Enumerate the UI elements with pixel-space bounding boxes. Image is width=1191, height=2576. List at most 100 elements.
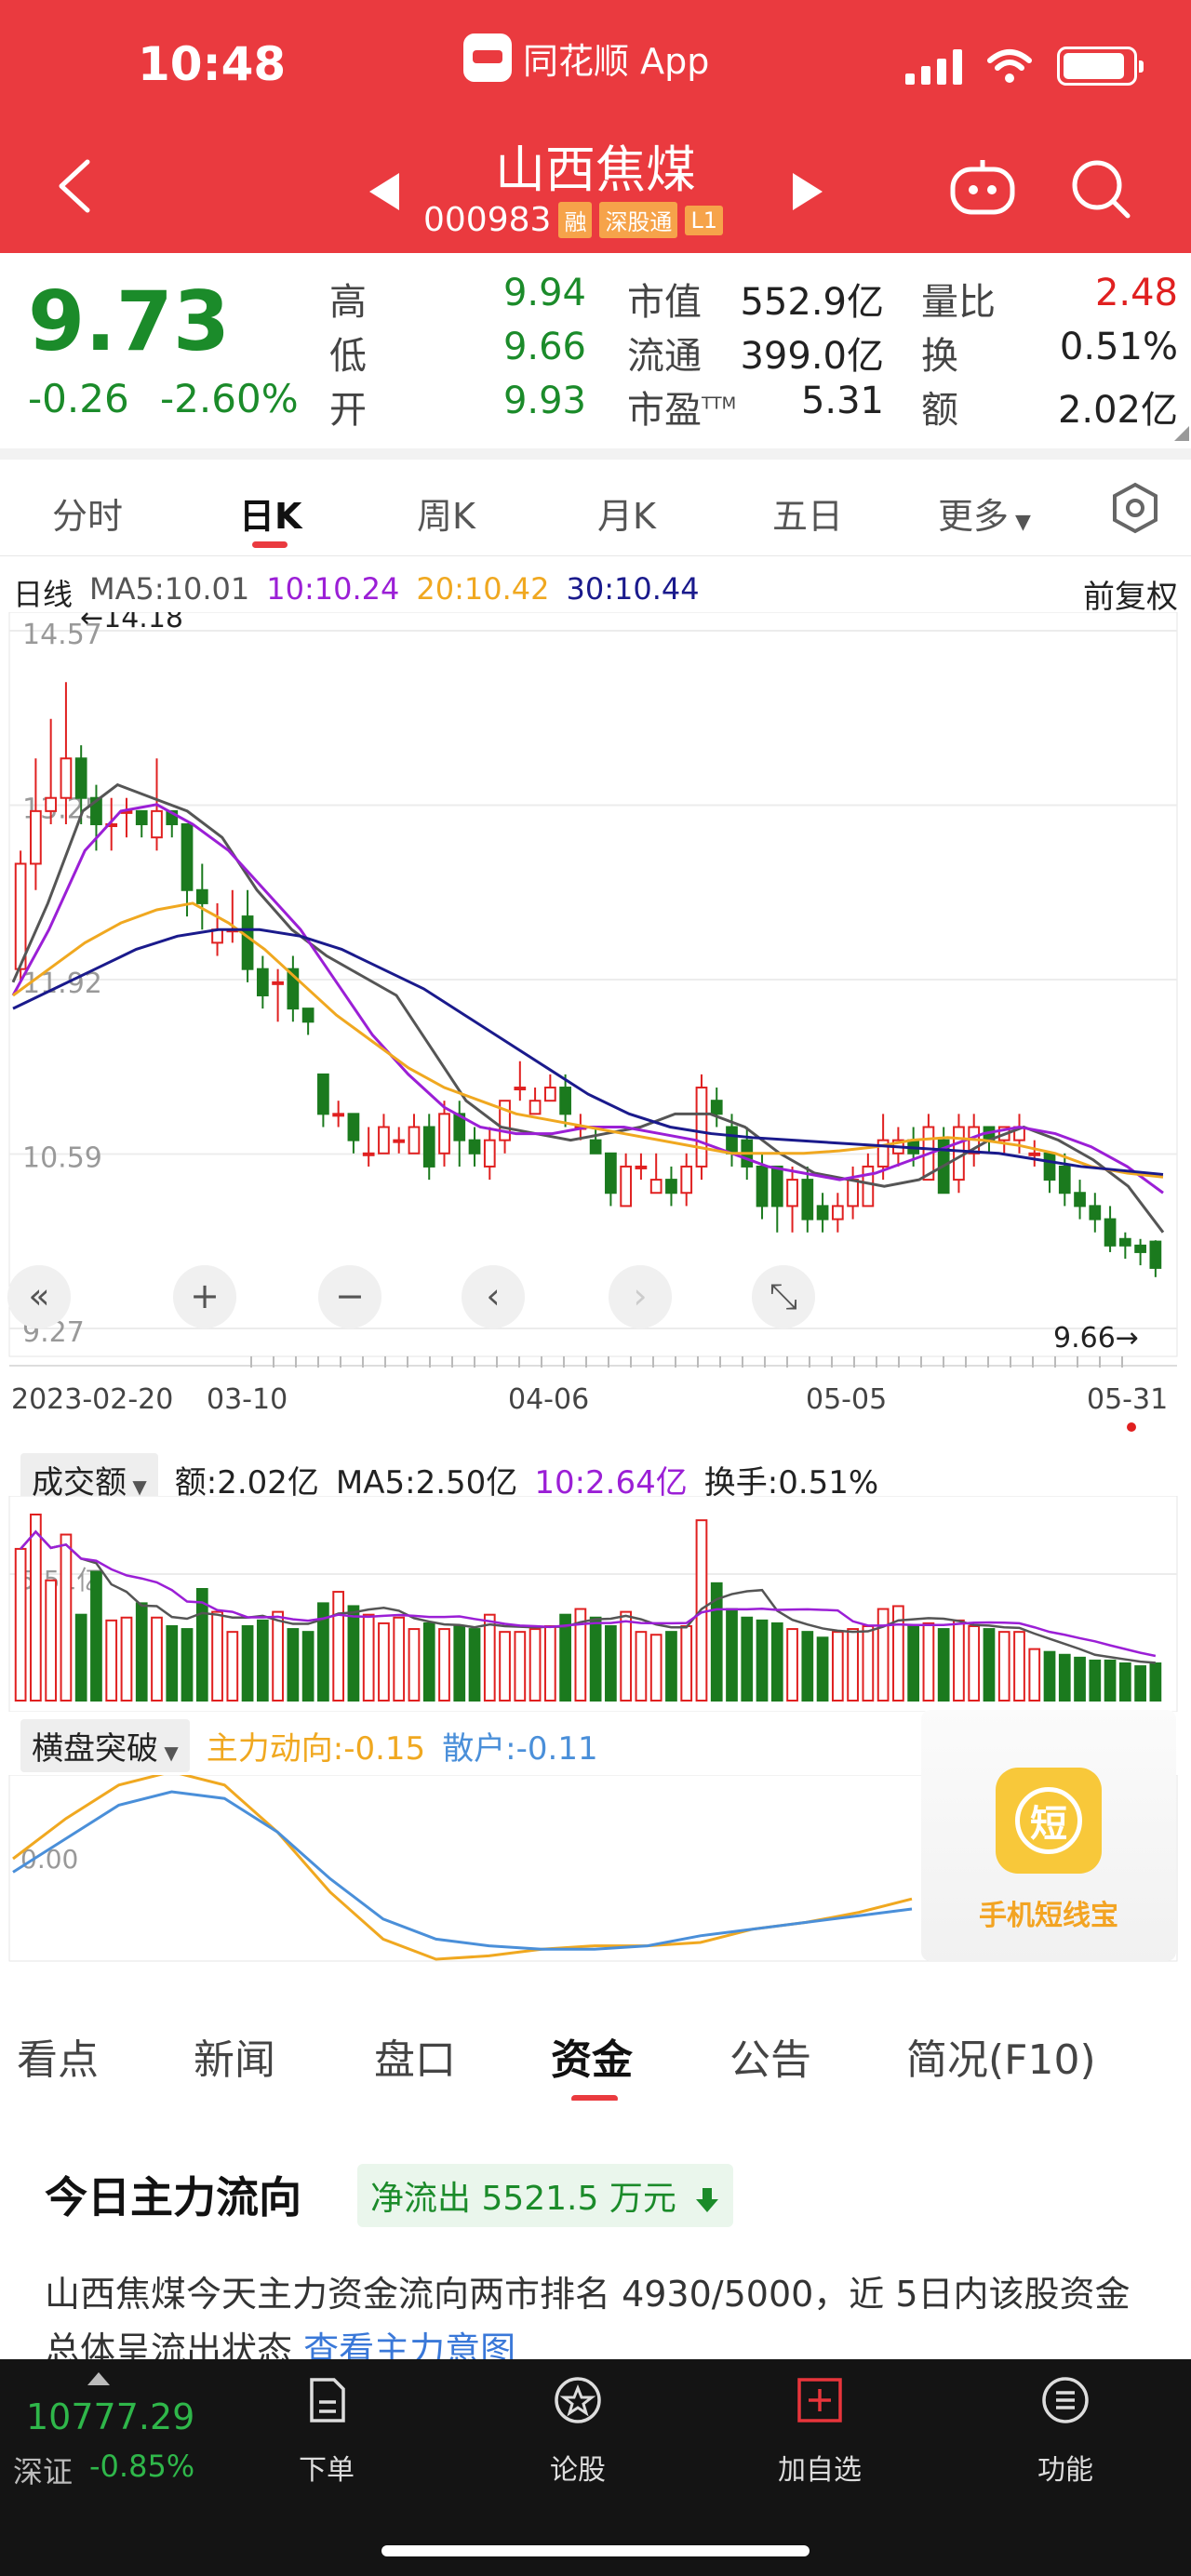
tab-highlights[interactable]: 看点	[17, 2036, 99, 2084]
flow-title: 今日主力流向	[45, 2172, 301, 2222]
volume-bar	[468, 1628, 481, 1702]
volume-header: 成交额 ▼ 额:2.02亿 MA5:2.50亿 10:2.64亿 换手:0.51…	[20, 1453, 878, 1506]
candle-body	[347, 1113, 360, 1141]
nav-add-watchlist[interactable]: 加自选	[759, 2374, 880, 2488]
y-tick-label: 10.59	[22, 1142, 102, 1175]
control-circle	[462, 1265, 525, 1328]
battery-icon	[1057, 47, 1144, 86]
volume-bar	[635, 1631, 648, 1702]
volume-bar	[726, 1608, 738, 1702]
tab-monthly-k[interactable]: 月K	[597, 496, 656, 537]
chart-control-button[interactable]: ›	[609, 1265, 672, 1328]
nav-discuss[interactable]: 论股	[517, 2374, 638, 2488]
candle-body	[468, 1139, 481, 1155]
flow-badge: 净流出 5521.5 万元	[357, 2164, 734, 2227]
control-circle	[609, 1265, 672, 1328]
ma5-line	[11, 782, 1165, 1234]
volume-bar	[105, 1619, 118, 1702]
signal-icon	[905, 47, 962, 85]
home-indicator[interactable]	[381, 2545, 810, 2556]
nav-order[interactable]: 下单	[266, 2374, 387, 2488]
status-icons	[905, 47, 1144, 86]
volume-bar	[393, 1616, 406, 1702]
info-tabs: 看点 新闻 盘口 资金 公告 简况(F10)	[0, 1980, 1191, 2102]
volume-bar	[741, 1616, 754, 1702]
volume-bar	[1118, 1662, 1131, 1702]
chart-settings-icon[interactable]	[1109, 482, 1161, 534]
chart-control-button[interactable]: +	[173, 1265, 236, 1328]
volume-bar	[997, 1631, 1010, 1702]
stock-code: 000983	[423, 201, 552, 239]
candle-body	[483, 1139, 496, 1168]
tab-five-day[interactable]: 五日	[772, 496, 844, 537]
candle-body	[770, 1165, 783, 1208]
back-icon[interactable]	[54, 158, 95, 214]
volume-bar	[514, 1631, 527, 1702]
tab-order-book[interactable]: 盘口	[374, 2036, 456, 2084]
next-stock-icon[interactable]	[793, 173, 823, 210]
chart-control-button[interactable]: «	[7, 1265, 71, 1328]
indicator-selector[interactable]: 横盘突破 ▼	[20, 1719, 190, 1772]
volume-bar	[680, 1625, 693, 1702]
tab-announcements[interactable]: 公告	[729, 2036, 811, 2084]
prev-stock-icon[interactable]	[369, 173, 399, 210]
candle-body	[543, 1087, 556, 1102]
candle-body	[695, 1087, 708, 1168]
tab-more[interactable]: 更多 ▼	[938, 496, 1031, 537]
volume-bar	[1104, 1659, 1117, 1702]
tab-news[interactable]: 新闻	[194, 2036, 275, 2084]
short-line-promo[interactable]: 短 手机短线宝	[921, 1710, 1176, 1961]
candle-body	[438, 1113, 450, 1155]
x-tick-label: 04-06	[508, 1383, 589, 1416]
volume-bar	[620, 1610, 633, 1702]
volume-chart[interactable]: 5.51亿	[0, 1496, 1191, 1712]
index-value[interactable]: 10777.29	[26, 2396, 195, 2437]
expand-corner-icon[interactable]	[1174, 426, 1189, 441]
ma20-line	[12, 901, 1164, 1179]
tab-intraday[interactable]: 分时	[52, 496, 124, 537]
indicator-header: 横盘突破 ▼ 主力动向:-0.15 散户:-0.11	[20, 1719, 598, 1772]
high-marker-label: ←14.18	[80, 612, 183, 634]
volume-bar	[892, 1605, 904, 1702]
candle-body	[362, 1152, 375, 1156]
x-tick-label: 2023-02-20	[11, 1383, 173, 1416]
high-label: 高	[329, 281, 367, 324]
candle-body	[1074, 1192, 1086, 1208]
adjust-mode[interactable]: 前复权	[1083, 579, 1178, 616]
volume-bar	[877, 1608, 890, 1702]
tab-daily-k[interactable]: 日K	[239, 496, 302, 537]
chart-control-button[interactable]: −	[318, 1265, 381, 1328]
header: 10:48 同花顺 App 山西焦煤 000983 融 深股通 L1	[0, 0, 1191, 253]
index-toggle-icon[interactable]	[87, 2372, 110, 2385]
app-logo-icon	[463, 33, 512, 82]
chart-control-button[interactable]: ⤡	[752, 1265, 815, 1328]
tab-weekly-k[interactable]: 周K	[417, 496, 475, 537]
nav-functions[interactable]: 功能	[1005, 2374, 1126, 2488]
volume-bar	[287, 1628, 300, 1702]
search-icon[interactable]	[1070, 158, 1131, 220]
low-value: 9.66	[502, 326, 586, 368]
volume-bar	[332, 1591, 345, 1702]
volume-bar	[529, 1628, 542, 1702]
robot-assistant-icon[interactable]	[949, 158, 1016, 216]
volume-bar	[181, 1628, 194, 1702]
ma20-value: 20:10.42	[416, 571, 550, 607]
today-dot	[1127, 1422, 1136, 1432]
volume-bar	[937, 1628, 950, 1702]
vol-ratio-value: 2.48	[1094, 272, 1178, 314]
low-marker-label: 9.66→	[1053, 1322, 1139, 1355]
short-line-icon: 短	[996, 1768, 1102, 1874]
volume-bar	[195, 1588, 208, 1702]
candle-body	[74, 757, 87, 799]
volume-bar	[438, 1628, 450, 1702]
app-badge[interactable]: 同花顺 App	[463, 33, 709, 82]
volume-bar	[422, 1622, 435, 1702]
down-arrow-icon	[696, 2188, 719, 2212]
chevron-down-icon: ▼	[1009, 511, 1031, 534]
main-force-label: 主力动向:-0.15	[206, 1730, 426, 1768]
chart-control-button[interactable]: ‹	[462, 1265, 525, 1328]
tab-capital[interactable]: 资金	[551, 2036, 633, 2084]
tab-f10[interactable]: 简况(F10)	[906, 2036, 1096, 2084]
kline-chart-panel: 日线 MA5:10.01 10:10.24 20:10.42 30:10.44 …	[0, 556, 1191, 1980]
